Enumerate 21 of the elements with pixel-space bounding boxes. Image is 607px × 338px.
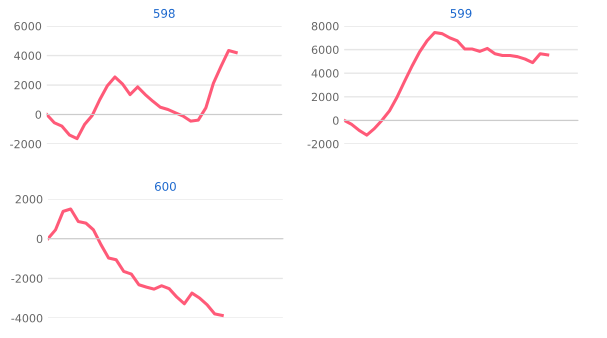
line-series	[46, 48, 238, 140]
y-tick-label: 2000	[16, 195, 42, 204]
y-tick-label: -2000	[11, 274, 42, 283]
y-tick-label: 0	[36, 110, 42, 119]
y-tick-label: -2000	[10, 140, 42, 148]
y-tick-label: 4000	[312, 69, 339, 78]
line-series	[344, 30, 550, 137]
y-tick-label: 6000	[14, 22, 42, 30]
y-tick-label: 6000	[312, 46, 339, 54]
y-tick-label: 4000	[14, 51, 42, 60]
y-tick-label: 0	[36, 234, 42, 244]
chart-title: 598	[154, 8, 175, 18]
chart-title: 599	[450, 8, 472, 18]
y-tick-label: 0	[332, 116, 339, 125]
y-tick-label: -4000	[11, 314, 42, 322]
y-tick-label: 2000	[312, 92, 339, 102]
chart-title: 600	[154, 182, 176, 191]
y-tick-label: 2000	[14, 80, 42, 90]
y-tick-label: 8000	[312, 22, 339, 30]
line-series	[48, 207, 224, 318]
y-tick-label: -2000	[308, 140, 339, 148]
